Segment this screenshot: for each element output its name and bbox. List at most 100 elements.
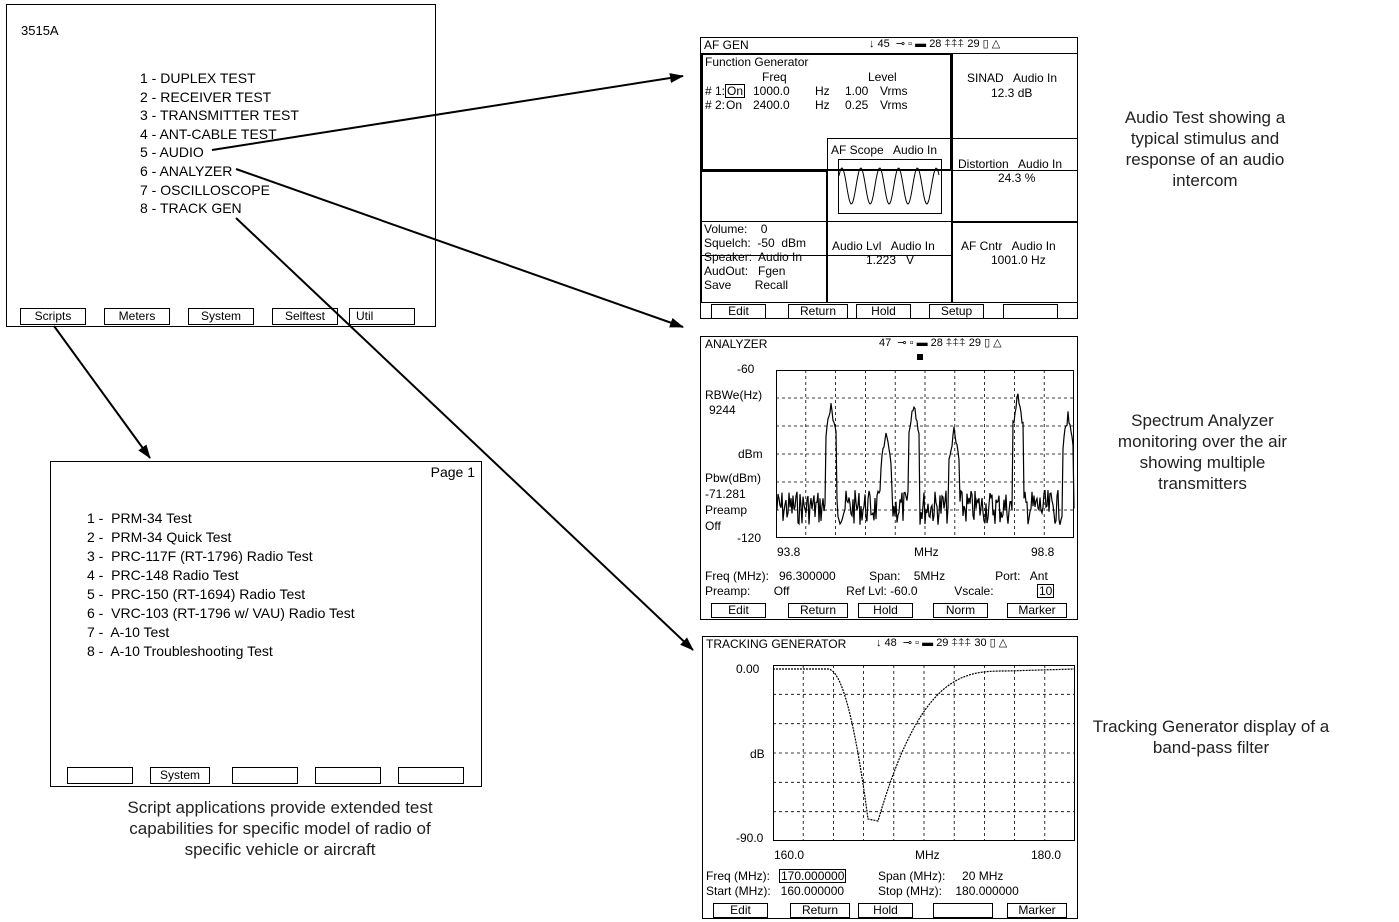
rbw-value: 9244 bbox=[709, 403, 736, 417]
scripts-softkey-3[interactable] bbox=[232, 767, 298, 784]
analyzer-softkey-return[interactable]: Return bbox=[788, 603, 848, 618]
analyzer-screen: ANALYZER 47 ⊸ ▫ ▬ 28 ⍏⍏⍏ 29 ▯ △ -60 RBWe… bbox=[700, 336, 1078, 620]
rbw-label: RBWe(Hz) bbox=[705, 388, 763, 402]
tracking-status-bar: ↓ 48 ⊸ ▫ ▬ 29 ⍏⍏⍏ 30 ▯ △ bbox=[876, 637, 1008, 649]
softkey-system[interactable]: System bbox=[188, 308, 254, 325]
preamp-label: Preamp bbox=[705, 503, 748, 517]
af-scope-panel[interactable]: AF Scope Audio In bbox=[827, 138, 952, 256]
tracking-softkey-4[interactable] bbox=[933, 903, 993, 918]
tracking-caption: Tracking Generator display of a band-pas… bbox=[1092, 717, 1330, 757]
fg-row-state[interactable]: On bbox=[726, 98, 743, 112]
scripts-screen: Page 1 1 - PRM-34 Test 2 - PRM-34 Quick … bbox=[50, 461, 482, 787]
tracking-softkey-marker[interactable]: Marker bbox=[1007, 903, 1067, 918]
analyzer-softkey-marker[interactable]: Marker bbox=[1007, 603, 1067, 618]
menu-item-transmitter[interactable]: 3 - TRANSMITTER TEST bbox=[140, 107, 299, 124]
main-menu-screen: 3515A 1 - DUPLEX TEST 2 - RECEIVER TEST … bbox=[6, 4, 436, 327]
fg-row-state[interactable]: On bbox=[725, 84, 746, 98]
scripts-softkey-system[interactable]: System bbox=[150, 767, 210, 784]
setting-save-recall: Save Recall bbox=[704, 278, 789, 292]
analyzer-softkey-hold[interactable]: Hold bbox=[858, 603, 913, 618]
af-counter-meter[interactable]: AF Cntr Audio In 1001.0 Hz bbox=[952, 221, 1078, 303]
audio-softkey-setup[interactable]: Setup bbox=[929, 304, 984, 319]
function-generator-panel[interactable]: Function Generator Freq Level # 1: On 10… bbox=[701, 53, 952, 171]
menu-item-duplex[interactable]: 1 - DUPLEX TEST bbox=[140, 70, 256, 86]
audio-softkey-edit[interactable]: Edit bbox=[711, 304, 766, 319]
analyzer-y-bottom: -120 bbox=[737, 531, 762, 545]
tracking-span: Span (MHz): 20 MHz bbox=[878, 869, 1004, 883]
menu-item-receiver[interactable]: 2 - RECEIVER TEST bbox=[140, 88, 272, 105]
script-item[interactable]: 7 - A-10 Test bbox=[87, 624, 170, 640]
tracking-freq-label: Freq (MHz): bbox=[706, 869, 770, 883]
audio-settings-panel[interactable]: Volume: 0 Squelch: -50 dBm Speaker: Audi… bbox=[701, 221, 827, 303]
af-counter-value: 1001.0 Hz bbox=[991, 253, 1046, 267]
analyzer-softkey-norm[interactable]: Norm bbox=[933, 603, 988, 618]
script-item[interactable]: 1 - PRM-34 Test bbox=[87, 510, 192, 526]
scripts-softkey-5[interactable] bbox=[398, 767, 464, 784]
tracking-softkey-return[interactable]: Return bbox=[790, 903, 850, 918]
softkey-util[interactable]: Util bbox=[349, 308, 415, 325]
fg-row-level-unit: Vrms bbox=[880, 98, 908, 112]
sinad-meter[interactable]: SINAD Audio In 12.3 dB bbox=[952, 53, 1078, 171]
script-item[interactable]: 4 - PRC-148 Radio Test bbox=[87, 567, 239, 583]
tracking-start: Start (MHz): 160.000000 bbox=[706, 884, 845, 898]
audio-softkey-return[interactable]: Return bbox=[788, 304, 848, 319]
audio-softkey-hold[interactable]: Hold bbox=[856, 304, 911, 319]
analyzer-caption: Spectrum Analyzer monitoring over the ai… bbox=[1117, 411, 1288, 493]
menu-item-oscilloscope[interactable]: 7 - OSCILLOSCOPE bbox=[140, 181, 270, 198]
script-item[interactable]: 2 - PRM-34 Quick Test bbox=[87, 529, 232, 545]
softkey-meters[interactable]: Meters bbox=[104, 308, 170, 325]
scripts-softkey-1[interactable] bbox=[67, 767, 133, 784]
script-item[interactable]: 6 - VRC-103 (RT-1796 w/ VAU) Radio Test bbox=[87, 605, 355, 621]
tracking-plot[interactable] bbox=[773, 665, 1077, 843]
tracking-softkey-edit[interactable]: Edit bbox=[713, 903, 768, 918]
audio-caption: Audio Test showing a typical stimulus an… bbox=[1124, 108, 1286, 190]
scripts-softkey-4[interactable] bbox=[315, 767, 381, 784]
audio-level-label: Audio Lvl Audio In bbox=[832, 239, 935, 253]
softkey-scripts[interactable]: Scripts bbox=[20, 308, 86, 325]
analyzer-status-bar: 47 ⊸ ▫ ▬ 28 ⍏⍏⍏ 29 ▯ △ bbox=[879, 337, 1002, 349]
vscale-value[interactable]: 10 bbox=[1037, 584, 1055, 598]
setting-audout: AudOut: Fgen bbox=[704, 264, 786, 278]
audio-level-meter[interactable]: Audio Lvl Audio In 1.223 V bbox=[827, 221, 952, 303]
menu-item-ant-cable[interactable]: 4 - ANT-CABLE TEST bbox=[140, 125, 277, 142]
fg-row-level: 0.25 bbox=[845, 98, 869, 112]
preamp-value: Off bbox=[705, 519, 721, 533]
menu-item-analyzer[interactable]: 6 - ANALYZER bbox=[140, 162, 233, 179]
audio-level-value: 1.223 V bbox=[866, 253, 915, 267]
fg-row-1: # 1: On 1000.0 Hz 1.00 Vrms bbox=[705, 84, 945, 99]
tracking-softkey-hold[interactable]: Hold bbox=[858, 903, 913, 918]
fg-row-freq: 2400.0 bbox=[753, 98, 790, 112]
pbw-label: Pbw(dBm) bbox=[705, 471, 762, 485]
af-counter-label: AF Cntr Audio In bbox=[961, 239, 1056, 253]
scripts-caption: Script applications provide extended tes… bbox=[127, 798, 433, 859]
fg-row-level: 1.00 bbox=[845, 84, 869, 98]
tracking-screen: TRACKING GENERATOR ↓ 48 ⊸ ▫ ▬ 29 ⍏⍏⍏ 30 … bbox=[702, 636, 1078, 919]
analyzer-softkey-edit[interactable]: Edit bbox=[711, 603, 766, 618]
script-item[interactable]: 3 - PRC-117F (RT-1796) Radio Test bbox=[87, 548, 313, 564]
fg-row-freq-unit: Hz bbox=[815, 98, 830, 112]
tracking-stop: Stop (MHz): 180.000000 bbox=[878, 884, 1019, 898]
model-label: 3515A bbox=[21, 23, 59, 38]
fg-col-freq: Freq bbox=[762, 70, 787, 84]
tracking-freq-value[interactable]: 170.000000 bbox=[779, 869, 847, 883]
menu-item-audio[interactable]: 5 - AUDIO bbox=[140, 144, 204, 161]
audio-softkey-5[interactable] bbox=[1003, 304, 1058, 319]
audio-screen: AF GEN ↓ 45 ⊸ ▫ ▬ 28 ⍏⍏⍏ 29 ▯ △ Function… bbox=[700, 37, 1078, 319]
distortion-meter[interactable]: Distortion Audio In 24.3 % bbox=[952, 138, 1078, 223]
softkey-selftest[interactable]: Selftest bbox=[272, 308, 338, 325]
analyzer-info-line-1: Freq (MHz): 96.300000 Span: 5MHz Port: A… bbox=[705, 569, 1048, 583]
pbw-value: -71.281 bbox=[705, 487, 746, 501]
scripts-list: 1 - PRM-34 Test 2 - PRM-34 Quick Test 3 … bbox=[87, 511, 355, 663]
tracking-x-right: 180.0 bbox=[1031, 848, 1062, 862]
analyzer-y-top: -60 bbox=[737, 362, 755, 376]
script-item[interactable]: 8 - A-10 Troubleshooting Test bbox=[87, 643, 273, 659]
fg-col-level: Level bbox=[868, 70, 897, 84]
fg-row-level-unit: Vrms bbox=[880, 84, 908, 98]
menu-item-track-gen[interactable]: 8 - TRACK GEN bbox=[140, 200, 242, 217]
spectrum-plot[interactable] bbox=[776, 370, 1076, 540]
fg-row-id: # 1: bbox=[705, 84, 726, 98]
audio-title: AF GEN bbox=[704, 38, 749, 52]
tracking-y-top: 0.00 bbox=[736, 662, 760, 676]
script-item[interactable]: 5 - PRC-150 (RT-1694) Radio Test bbox=[87, 586, 306, 602]
analyzer-info-line-2: Preamp: Off Ref Lvl: -60.0 Vscale: bbox=[705, 584, 994, 598]
